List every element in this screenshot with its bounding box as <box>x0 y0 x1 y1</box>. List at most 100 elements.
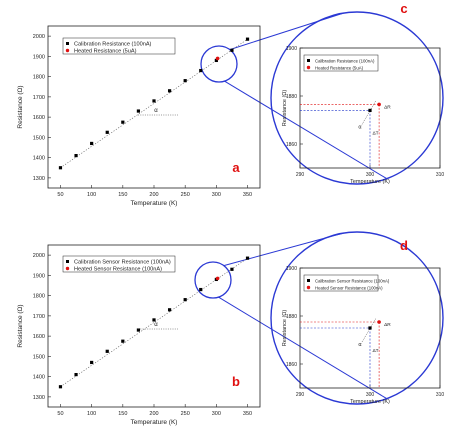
calibration-point <box>105 130 109 134</box>
zoom-circle-small <box>200 45 238 83</box>
x-tick-label: 300 <box>366 172 375 178</box>
trend-line <box>60 38 248 168</box>
legend-marker-heated <box>306 285 311 290</box>
y-axis-label: Resistance (Ω) <box>17 304 24 347</box>
legend-label: Heated Resistance (5uA) <box>74 49 137 55</box>
x-tick-label: 300 <box>212 192 221 198</box>
zoom-connector-line <box>224 80 388 180</box>
y-tick-label: 1800 <box>33 294 45 300</box>
x-axis-label: Temperature (K) <box>131 419 178 426</box>
panel-b: 50 100 150 200 250 300 350 1300 1400 1500 1600 1700… <box>17 244 261 426</box>
y-tick-label: 1700 <box>33 95 45 101</box>
y-tick-label: 1880 <box>286 314 297 320</box>
calibration-point <box>58 166 63 170</box>
zoom-connectors <box>194 11 444 405</box>
legend-marker-heated <box>65 266 70 271</box>
legend-label: Heated Resistance (5uA) <box>315 66 364 71</box>
x-tick-label: 200 <box>149 411 158 417</box>
delta-r-label: ΔR <box>384 104 391 110</box>
zoom-connector-line <box>229 12 345 51</box>
legend-label: Calibration Sensor Resistance (100nA) <box>74 260 171 266</box>
calibration-point <box>152 99 156 103</box>
panel-letter: c <box>400 1 407 16</box>
zoom-connector-line <box>223 232 345 267</box>
x-tick-label: 300 <box>212 411 221 417</box>
legend-label: Heated Sensor Resistance (100nA) <box>74 267 162 273</box>
panel-d: 290 300 310 1860 1880 1900 Temperature (K) Resi… <box>282 238 444 405</box>
x-tick-label: 290 <box>296 172 305 178</box>
calibration-point <box>183 298 187 302</box>
x-tick-label: 100 <box>87 192 96 198</box>
y-tick-label: 1860 <box>286 142 297 148</box>
y-tick-label: 2000 <box>33 34 45 40</box>
slope-line <box>361 100 377 125</box>
legend-box <box>62 255 176 273</box>
y-tick-label: 1900 <box>33 273 45 279</box>
panel-letter: a <box>232 160 240 175</box>
y-axis-label: Resistance (Ω) <box>282 90 288 127</box>
calibration-point <box>230 48 234 52</box>
legend-label: Calibration Sensor Resistance (100nA) <box>315 279 390 284</box>
y-axis-label: Resistance (Ω) <box>17 85 24 128</box>
x-axis-label: Temperature (K) <box>350 179 390 185</box>
calibration-point <box>199 287 203 292</box>
zoom-connector-line <box>218 296 388 400</box>
calibration-point <box>136 328 141 332</box>
calibration-point <box>90 360 94 365</box>
calibration-point <box>245 256 250 260</box>
alpha-label: α <box>358 342 362 348</box>
x-tick-label: 250 <box>181 411 190 417</box>
x-tick-label: 50 <box>57 411 63 417</box>
legend-marker-calibration <box>307 279 310 282</box>
y-tick-label: 1300 <box>33 395 45 401</box>
legend-marker-calibration <box>66 260 69 263</box>
legend-marker-heated <box>65 48 70 53</box>
calibration-point <box>245 37 250 41</box>
y-tick-label: 1700 <box>33 314 45 320</box>
heated-point <box>377 320 381 324</box>
y-tick-label: 1500 <box>33 354 45 360</box>
x-tick-label: 100 <box>87 411 96 417</box>
delta-r-label: ΔR <box>384 322 391 328</box>
calibration-point <box>167 89 172 93</box>
zoom-circle-small <box>194 261 232 299</box>
y-tick-label: 1900 <box>286 266 297 272</box>
y-tick-label: 1300 <box>33 176 45 182</box>
delta-t-label: ΔT <box>372 348 378 354</box>
panel-a: 50 100 150 200 250 300 350 1300 1400 1500 1600 1700… <box>17 25 261 207</box>
x-tick-label: 290 <box>296 392 305 398</box>
heated-point <box>215 276 220 281</box>
alpha-label: α <box>154 108 158 114</box>
calibration-point <box>183 79 187 83</box>
y-tick-label: 1860 <box>286 362 297 368</box>
calibration-point <box>230 267 234 271</box>
y-tick-label: 1400 <box>33 156 45 162</box>
y-tick-label: 1600 <box>33 334 45 340</box>
panel-c: 290 300 310 1860 1880 1900 Temperature (K) Resi… <box>282 1 444 185</box>
x-tick-label: 250 <box>181 192 190 198</box>
panel-letter: b <box>232 374 240 389</box>
x-axis-label: Temperature (K) <box>131 200 178 207</box>
y-tick-label: 2000 <box>33 253 45 259</box>
calibration-point <box>136 109 141 113</box>
legend-box <box>62 37 176 55</box>
alpha-label: α <box>154 322 158 328</box>
calibration-point <box>214 58 218 63</box>
legend-box <box>303 274 379 292</box>
y-tick-label: 1800 <box>33 75 45 81</box>
x-tick-label: 50 <box>57 192 63 198</box>
x-axis-label: Temperature (K) <box>350 399 390 405</box>
calibration-point <box>121 339 125 343</box>
y-tick-label: 1880 <box>286 94 297 100</box>
legend-label: Calibration Resistance (100nA) <box>74 42 152 48</box>
calibration-point <box>368 108 372 112</box>
legend-marker-calibration <box>66 42 69 45</box>
legend-marker-calibration <box>307 59 310 62</box>
slope-line <box>361 317 377 343</box>
y-tick-label: 1500 <box>33 135 45 141</box>
x-tick-label: 350 <box>243 411 252 417</box>
x-tick-label: 200 <box>149 192 158 198</box>
x-tick-label: 150 <box>118 411 127 417</box>
panel-letter: d <box>400 238 408 253</box>
